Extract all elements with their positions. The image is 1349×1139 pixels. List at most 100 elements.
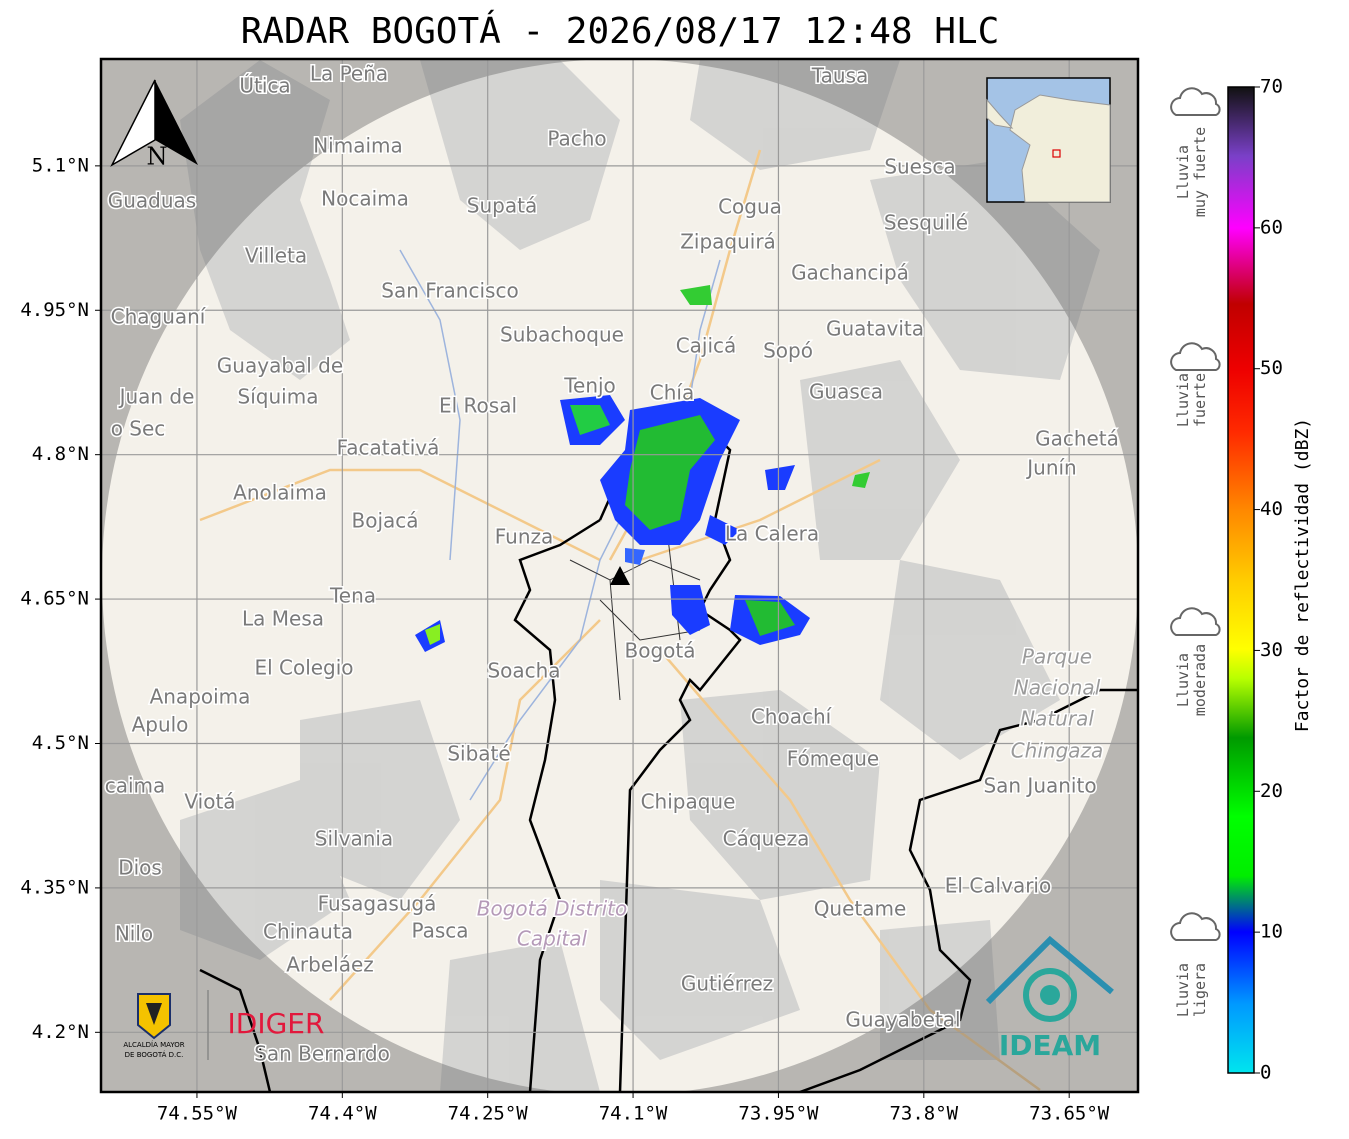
place-name: Junín — [1025, 456, 1076, 480]
place-name: Suesca — [884, 155, 955, 179]
place-name: Sibaté — [447, 742, 510, 766]
place-name: Guasca — [809, 380, 883, 404]
place-name: Parque — [1022, 645, 1092, 669]
place-name: Apulo — [132, 713, 189, 737]
north-arrow: N — [110, 79, 198, 171]
place-name: Pasca — [411, 919, 468, 943]
y-tick-label: 4.35°N — [20, 876, 89, 898]
place-name: La Calera — [725, 522, 819, 546]
x-tick-label: 74.55°W — [157, 1103, 238, 1125]
place-name: Útica — [239, 74, 290, 98]
colorbar-axis: 0 10 20 30 40 50 60 70 — [1254, 76, 1283, 1084]
title: RADAR BOGOTÁ - 2026/08/17 12:48 HLC — [241, 10, 1000, 52]
colorbar-tick-label: 0 — [1260, 1062, 1271, 1084]
axes: 74.55°W 74.4°W 74.25°W 74.1°W 73.95°W 73.8°W 7… — [20, 154, 1109, 1124]
place-name: Sesquilé — [884, 211, 968, 235]
place-name: Nilo — [115, 922, 153, 946]
alcaldia-line-2: DE BOGOTÁ D.C. — [125, 1050, 184, 1059]
place-name: Guayabal de — [217, 354, 343, 378]
place-name: Quetame — [814, 897, 907, 921]
place-name: Viotá — [184, 790, 235, 814]
colorbar-tick-label: 60 — [1260, 216, 1283, 238]
map: La Peña Útica Tausa Pacho Nimaima Guaduas Noca… — [101, 59, 1138, 1092]
cloud — [1170, 342, 1221, 371]
place-name: Anapoima — [150, 685, 251, 709]
map-frame — [99, 57, 1140, 1094]
rain-label: Lluvia — [1174, 373, 1192, 427]
place-name: Pacho — [547, 127, 606, 151]
rain-label: moderada — [1191, 644, 1209, 716]
place-name: Nimaima — [313, 134, 403, 158]
y-tick-label: 5.1°N — [32, 154, 89, 176]
place-name: Choachí — [751, 705, 833, 729]
colorbar-tick-label: 20 — [1260, 780, 1283, 802]
radar-site — [610, 566, 630, 585]
grid — [101, 59, 1138, 1092]
place-name: Funza — [495, 525, 554, 549]
place-name: Cogua — [718, 195, 782, 219]
place-name: La Mesa — [242, 607, 324, 631]
place-name: Bogotá Distrito — [477, 897, 627, 921]
place-name: Facatativá — [337, 436, 440, 460]
place-name: San Bernardo — [254, 1042, 390, 1066]
radar-echoes — [415, 285, 870, 652]
ideam-label: IDEAM — [999, 1029, 1101, 1062]
rain-label: muy fuerte — [1191, 127, 1209, 217]
place-name: Gachetá — [1035, 427, 1119, 451]
place-name: Anolaima — [233, 481, 327, 505]
place-name: Sopó — [763, 339, 813, 363]
place-name: Capital — [517, 927, 588, 951]
x-tick-label: 73.8°W — [889, 1103, 958, 1125]
place-name: San Juanito — [983, 774, 1096, 798]
x-tick-label: 74.1°W — [599, 1103, 668, 1125]
place-name: Guayabetal — [845, 1008, 960, 1032]
rain-icon — [1170, 87, 1221, 116]
rain-label: ligera — [1191, 963, 1209, 1017]
inset-map — [986, 77, 1111, 203]
cloud — [1170, 912, 1221, 941]
place-name: Cajicá — [676, 334, 737, 358]
place-name: Zipaquirá — [680, 230, 776, 254]
place-name: Chipaque — [641, 790, 736, 814]
place-names: La Peña Útica Tausa Pacho Nimaima Guaduas Noca… — [103, 60, 1120, 1067]
colorbar-tick-label: 70 — [1260, 76, 1283, 98]
rain-label: Lluvia — [1174, 145, 1192, 199]
colorbar-tick-label: 30 — [1260, 639, 1283, 661]
place-name: Juan de — [118, 385, 195, 409]
y-tick-label: 4.65°N — [20, 588, 89, 610]
colorbar-label: Factor de reflectividad (dBZ) — [1292, 418, 1313, 732]
place-name: o Sec — [111, 417, 166, 441]
place-name: Arbeláez — [286, 953, 374, 977]
place-name: El Rosal — [439, 394, 517, 418]
place-name: San Francisco — [381, 279, 518, 303]
x-tick-label: 73.95°W — [738, 1103, 819, 1125]
y-tick-label: 4.2°N — [32, 1021, 89, 1043]
x-tick-label: 73.65°W — [1029, 1103, 1110, 1125]
place-name: Guaduas — [108, 189, 196, 213]
y-tick-label: 4.5°N — [32, 732, 89, 754]
y-tick-label: 4.95°N — [20, 299, 89, 321]
place-name: La Peña — [310, 62, 388, 86]
rain-icon — [1170, 342, 1221, 371]
idiger-logo: IDIGER — [228, 1007, 325, 1040]
roads — [199, 149, 1041, 1092]
colorbar — [1227, 86, 1255, 1074]
place-name: El Calvario — [945, 874, 1051, 898]
place-name: Chaguaní — [111, 305, 207, 329]
colorbar-tick-label: 40 — [1260, 498, 1283, 520]
cloud — [1170, 607, 1221, 636]
place-name: Bogotá — [625, 639, 696, 663]
place-name: Silvania — [315, 827, 393, 851]
place-name: Nacional — [1014, 676, 1101, 700]
place-name: Chingaza — [1011, 739, 1104, 763]
place-name: Cáqueza — [723, 827, 810, 851]
place-name: Tausa — [811, 64, 869, 88]
place-name: Villeta — [245, 244, 307, 268]
place-name: Chinauta — [263, 920, 353, 944]
alcaldia-line-1: ALCALDÍA MAYOR — [123, 1040, 184, 1049]
place-name: Chía — [650, 381, 694, 405]
place-name: Síquima — [238, 385, 319, 409]
rain-label: fuerte — [1191, 373, 1209, 427]
place-name: Soacha — [487, 659, 560, 683]
